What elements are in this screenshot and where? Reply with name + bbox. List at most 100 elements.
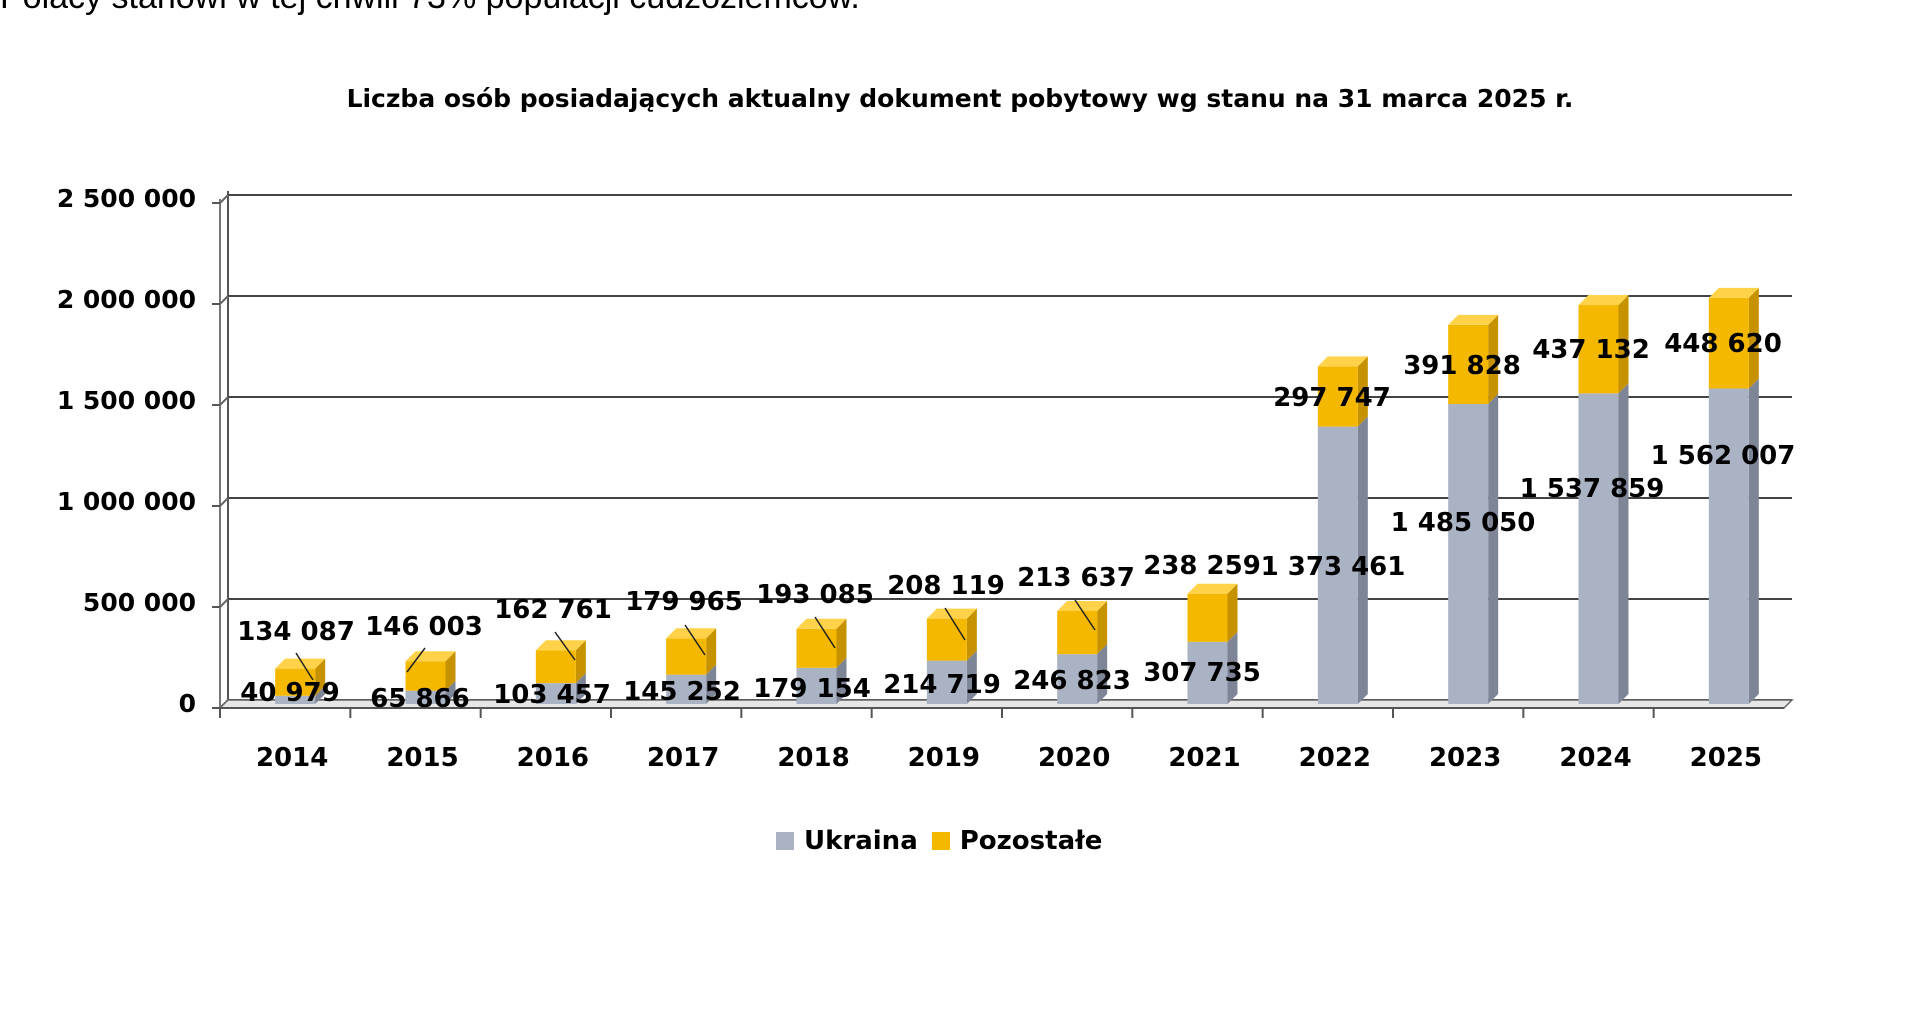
bar-pozostale bbox=[1187, 593, 1228, 642]
gridline-side bbox=[219, 396, 229, 406]
leader-line bbox=[814, 616, 836, 649]
data-label-ukraina: 179 154 bbox=[753, 674, 871, 704]
bar-pozostale bbox=[1057, 610, 1098, 655]
data-label-pozostale: 448 620 bbox=[1664, 329, 1782, 359]
gridline-side bbox=[219, 497, 229, 507]
data-label-pozostale: 208 119 bbox=[887, 571, 1005, 601]
bar-side-ukraina bbox=[575, 673, 586, 704]
bar-side-pozostale bbox=[1097, 600, 1108, 655]
legend-swatch-pozostale bbox=[931, 832, 950, 850]
bar-side-ukraina bbox=[1357, 416, 1368, 704]
data-label-pozostale: 391 828 bbox=[1403, 351, 1521, 381]
bar-side-ukraina bbox=[966, 650, 977, 704]
bar-top bbox=[1187, 583, 1238, 594]
bar-top bbox=[926, 608, 977, 619]
data-label-ukraina: 1 373 461 bbox=[1261, 552, 1406, 582]
bar-side-ukraina bbox=[1488, 394, 1499, 704]
y-tick-label: 1 000 000 bbox=[57, 487, 196, 516]
y-tick-label: 0 bbox=[179, 689, 196, 718]
y-tick-label: 1 500 000 bbox=[57, 386, 196, 415]
bar-top bbox=[1578, 295, 1629, 306]
bar-side-ukraina bbox=[1227, 631, 1238, 704]
data-label-pozostale: 213 637 bbox=[1017, 563, 1135, 593]
data-label-pozostale: 179 965 bbox=[625, 587, 743, 617]
bar-side-pozostale bbox=[1748, 287, 1759, 389]
x-tick-label: 2019 bbox=[908, 743, 980, 773]
bar-side-pozostale bbox=[445, 651, 456, 691]
bar-top bbox=[535, 640, 586, 651]
bar-ukraina bbox=[275, 695, 316, 704]
bar-side-ukraina bbox=[315, 685, 326, 704]
data-label-pozostale: 238 259 bbox=[1143, 551, 1261, 581]
x-tick-label: 2021 bbox=[1168, 743, 1240, 773]
bar-top bbox=[1708, 287, 1759, 298]
bar-side-ukraina bbox=[1097, 644, 1108, 704]
data-label-pozostale: 193 085 bbox=[756, 580, 874, 610]
bar-top bbox=[1317, 356, 1368, 367]
bar-pozostale bbox=[535, 650, 576, 684]
x-tick-label: 2015 bbox=[386, 743, 458, 773]
legend-label-pozostale: Pozostałe bbox=[959, 826, 1103, 856]
data-label-ukraina: 1 537 859 bbox=[1520, 474, 1665, 504]
bar-top bbox=[275, 658, 326, 669]
x-tick-label: 2018 bbox=[777, 743, 849, 773]
y-tick-label: 2 000 000 bbox=[57, 285, 196, 314]
bar-top bbox=[796, 618, 847, 629]
bar-side-ukraina bbox=[1618, 383, 1629, 704]
data-label-pozostale: 134 087 bbox=[237, 617, 355, 647]
x-tick-label: 2020 bbox=[1038, 743, 1110, 773]
x-tick-label: 2016 bbox=[517, 743, 589, 773]
data-label-ukraina: 145 252 bbox=[623, 677, 741, 707]
bar-ukraina bbox=[1187, 641, 1228, 704]
data-label-ukraina: 103 457 bbox=[493, 680, 611, 710]
bar-top bbox=[1448, 314, 1499, 325]
bar-pozostale bbox=[666, 638, 707, 675]
x-tick-label: 2022 bbox=[1299, 743, 1371, 773]
gridline-side bbox=[219, 598, 229, 608]
bar-side-ukraina bbox=[706, 664, 717, 704]
bar-pozostale bbox=[796, 628, 837, 668]
gridline-side bbox=[219, 194, 229, 204]
leader-line bbox=[295, 652, 314, 681]
bar-pozostale bbox=[1317, 366, 1358, 427]
bar-ukraina bbox=[796, 667, 837, 704]
bar-ukraina bbox=[1708, 388, 1749, 704]
bar-side-ukraina bbox=[836, 657, 847, 704]
data-label-ukraina: 1 562 007 bbox=[1651, 441, 1796, 471]
leader-line bbox=[554, 631, 576, 661]
bar-ukraina bbox=[1317, 426, 1358, 704]
leader-line bbox=[406, 647, 426, 673]
leader-line bbox=[944, 607, 966, 641]
x-tick-label: 2014 bbox=[256, 743, 328, 773]
bar-ukraina bbox=[535, 683, 576, 704]
x-tick-label: 2024 bbox=[1559, 743, 1631, 773]
data-label-pozostale: 437 132 bbox=[1532, 335, 1650, 365]
bar-ukraina bbox=[1578, 393, 1619, 704]
legend: Ukraina Pozostałe bbox=[776, 826, 1102, 856]
y-tick-label: 2 500 000 bbox=[57, 184, 196, 213]
chart-title: Liczba osób posiadających aktualny dokum… bbox=[346, 84, 1574, 113]
x-tick-label: 2025 bbox=[1690, 743, 1762, 773]
bar-side-ukraina bbox=[1748, 378, 1759, 704]
bar-ukraina bbox=[1448, 404, 1489, 704]
data-label-ukraina: 65 866 bbox=[370, 684, 470, 714]
x-tick-label: 2023 bbox=[1429, 743, 1501, 773]
y-tick-label: 500 000 bbox=[83, 588, 196, 617]
data-label-ukraina: 1 485 050 bbox=[1391, 508, 1536, 538]
bar-ukraina bbox=[405, 690, 446, 704]
data-label-pozostale: 146 003 bbox=[365, 612, 483, 642]
bar-top bbox=[405, 651, 456, 662]
bar-side-pozostale bbox=[1618, 295, 1629, 394]
data-label-pozostale: 162 761 bbox=[494, 595, 612, 625]
data-label-ukraina: 40 979 bbox=[240, 678, 340, 708]
bar-side-pozostale bbox=[1488, 314, 1499, 405]
legend-item-ukraina: Ukraina bbox=[776, 826, 918, 856]
bar-top bbox=[1057, 600, 1108, 611]
bar-side-pozostale bbox=[1227, 583, 1238, 642]
bar-ukraina bbox=[666, 674, 707, 704]
bar-side-pozostale bbox=[966, 608, 977, 661]
bar-side-pozostale bbox=[315, 658, 326, 696]
bar-pozostale bbox=[1448, 324, 1489, 405]
data-label-pozostale: 297 747 bbox=[1273, 383, 1391, 413]
